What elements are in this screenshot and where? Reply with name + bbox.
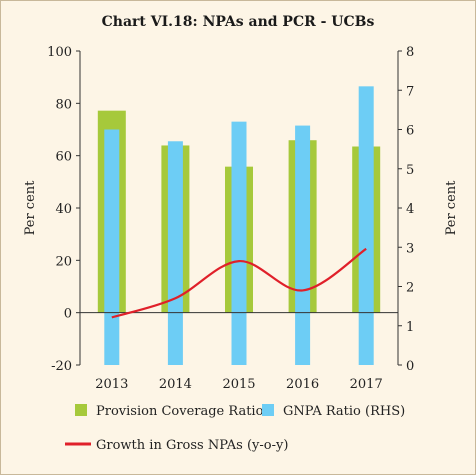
- x-tick-label: 2016: [286, 377, 319, 392]
- left-tick-label: 60: [55, 150, 72, 165]
- gnpa-bar: [167, 141, 183, 365]
- legend-label-gnpa: GNPA Ratio (RHS): [283, 404, 405, 419]
- left-axis-label: Per cent: [23, 180, 38, 236]
- left-tick-label: 100: [47, 45, 72, 60]
- right-tick-label: 2: [406, 281, 414, 296]
- right-tick-label: 4: [406, 202, 414, 217]
- right-tick-label: 8: [406, 45, 414, 60]
- right-tick-label: 5: [406, 163, 414, 178]
- x-tick-label: 2014: [159, 377, 192, 392]
- x-tick-label: 2013: [95, 377, 128, 392]
- gnpa-bar: [358, 86, 374, 365]
- legend-swatch-gnpa: [262, 404, 274, 416]
- right-tick-label: 0: [406, 359, 414, 374]
- left-tick-label: 0: [64, 307, 72, 322]
- legend-label-pcr: Provision Coverage Ratio: [96, 404, 264, 419]
- legend-swatch-pcr: [75, 404, 87, 416]
- x-tick-label: 2017: [350, 377, 383, 392]
- legend-label-growth: Growth in Gross NPAs (y-o-y): [96, 438, 288, 453]
- gnpa-bar: [295, 125, 311, 365]
- left-tick-label: 20: [55, 254, 72, 269]
- right-tick-label: 1: [406, 320, 414, 335]
- x-tick-label: 2015: [222, 377, 255, 392]
- right-tick-label: 6: [406, 124, 414, 139]
- right-tick-label: 3: [406, 241, 414, 256]
- gnpa-bar: [231, 121, 247, 366]
- chart-title: Chart VI.18: NPAs and PCR - UCBs: [101, 14, 375, 30]
- left-tick-label: 40: [55, 202, 72, 217]
- gnpa-bar: [104, 129, 120, 365]
- left-tick-label: -20: [51, 359, 72, 374]
- right-tick-label: 7: [406, 84, 414, 99]
- left-tick-label: 80: [55, 97, 72, 112]
- growth-line: [111, 247, 367, 319]
- right-axis-label: Per cent: [444, 180, 459, 236]
